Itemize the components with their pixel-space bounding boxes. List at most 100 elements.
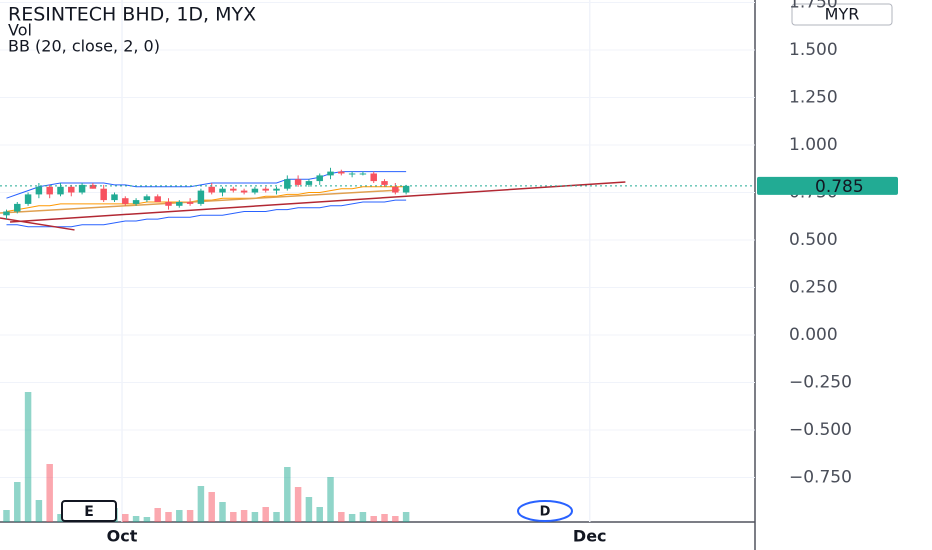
candle-body <box>89 184 97 189</box>
candle-body <box>208 186 215 193</box>
y-tick-label: 1.000 <box>789 135 838 155</box>
currency-box[interactable] <box>791 3 893 26</box>
volume-bar <box>35 500 43 522</box>
candle-body <box>186 201 194 204</box>
volume-bar <box>262 507 269 522</box>
candle-body <box>359 173 367 175</box>
volume-bar <box>273 512 280 522</box>
candle-body <box>24 194 32 204</box>
candle-body <box>327 171 334 176</box>
candle-body <box>14 203 21 212</box>
price-pane <box>0 167 755 231</box>
candle-body <box>35 186 43 195</box>
volume-bar <box>176 510 183 522</box>
volume-bar <box>316 507 323 522</box>
x-tick-label: Oct <box>107 527 138 546</box>
earnings-label[interactable]: E <box>84 504 94 520</box>
dividend-label[interactable]: D <box>540 505 551 520</box>
trend-line <box>9 181 626 223</box>
y-tick-label: 1.250 <box>789 87 838 107</box>
bollinger-band <box>6 171 407 199</box>
x-tick-label: Dec <box>573 527 607 546</box>
volume-bar <box>24 392 32 522</box>
earnings-marker[interactable] <box>61 500 117 522</box>
volume-bar <box>338 512 345 522</box>
volume-bar <box>57 514 64 522</box>
volume-bar <box>3 510 10 522</box>
indicator-label: BB (20, close, 2, 0) <box>8 37 160 56</box>
volume-bar <box>392 516 399 522</box>
indicator-label: Vol <box>8 21 32 40</box>
volume-bar <box>294 487 302 522</box>
volume-bar <box>251 512 259 522</box>
axes: −0.750−0.500−0.2500.0000.2500.5000.7501.… <box>107 0 898 546</box>
candle-body <box>402 185 410 193</box>
candle-body <box>154 196 161 202</box>
candle-body <box>316 175 323 182</box>
volume-bar <box>284 467 291 522</box>
volume-bar <box>230 512 237 522</box>
chart-title: RESINTECH BHD, 1D, MYX <box>8 4 256 26</box>
last-price-box <box>757 176 898 195</box>
volume-bar <box>143 517 151 522</box>
candle-body <box>219 188 226 193</box>
candle-body <box>240 190 248 193</box>
candle-body <box>100 188 107 201</box>
candle-body <box>122 198 129 204</box>
candle-body <box>111 194 118 201</box>
volume-bar <box>219 502 226 522</box>
y-tick-label: −0.250 <box>789 373 852 393</box>
y-tick-label: −0.500 <box>789 420 852 440</box>
volume-bar <box>208 492 215 522</box>
trend-line <box>0 217 75 231</box>
volume-bar <box>402 512 410 522</box>
grid <box>0 0 755 522</box>
y-tick-label: 0.250 <box>789 278 838 298</box>
candle-body <box>46 186 53 195</box>
volume-bar <box>186 510 194 522</box>
candle-body <box>262 188 269 191</box>
candle-body <box>348 173 356 175</box>
bollinger-band <box>6 199 407 228</box>
volume-bar <box>240 510 248 522</box>
volume-bar <box>132 516 140 522</box>
candle-body <box>78 184 86 193</box>
candle-body <box>57 186 64 195</box>
volume-bar <box>381 514 388 522</box>
volume-bar <box>154 508 161 522</box>
candle-body <box>68 186 75 193</box>
candle-body <box>230 188 237 191</box>
y-tick-label: −0.750 <box>789 468 852 488</box>
volume-bar <box>165 512 172 522</box>
y-tick-label: 0.000 <box>789 325 838 345</box>
volume-bar <box>46 464 53 522</box>
candle-body <box>197 190 205 204</box>
y-tick-label: 1.500 <box>789 40 838 60</box>
bollinger-band <box>6 186 407 212</box>
candle-body <box>392 186 399 193</box>
y-tick-label: 0.500 <box>789 230 838 250</box>
candle-body <box>132 200 140 204</box>
dividend-marker[interactable] <box>517 500 573 522</box>
candle-body <box>305 181 313 185</box>
candle-body <box>370 173 377 182</box>
volume-bar <box>370 516 377 522</box>
currency-label[interactable]: MYR <box>825 5 860 24</box>
volume-bar <box>305 497 313 522</box>
volume-bar <box>122 514 129 522</box>
candle-body <box>338 171 345 174</box>
volume-bar <box>359 512 367 522</box>
y-tick-label: 1.750 <box>789 0 838 12</box>
candle-body <box>251 188 259 193</box>
candle-body <box>176 201 183 206</box>
volume-bar <box>197 486 205 522</box>
candle-body <box>165 201 172 206</box>
volume-bar <box>327 477 334 522</box>
candle-body <box>284 179 291 189</box>
candle-body <box>273 188 280 191</box>
candle-body <box>381 181 388 185</box>
candle-body <box>143 196 151 201</box>
candle-body <box>294 179 302 185</box>
